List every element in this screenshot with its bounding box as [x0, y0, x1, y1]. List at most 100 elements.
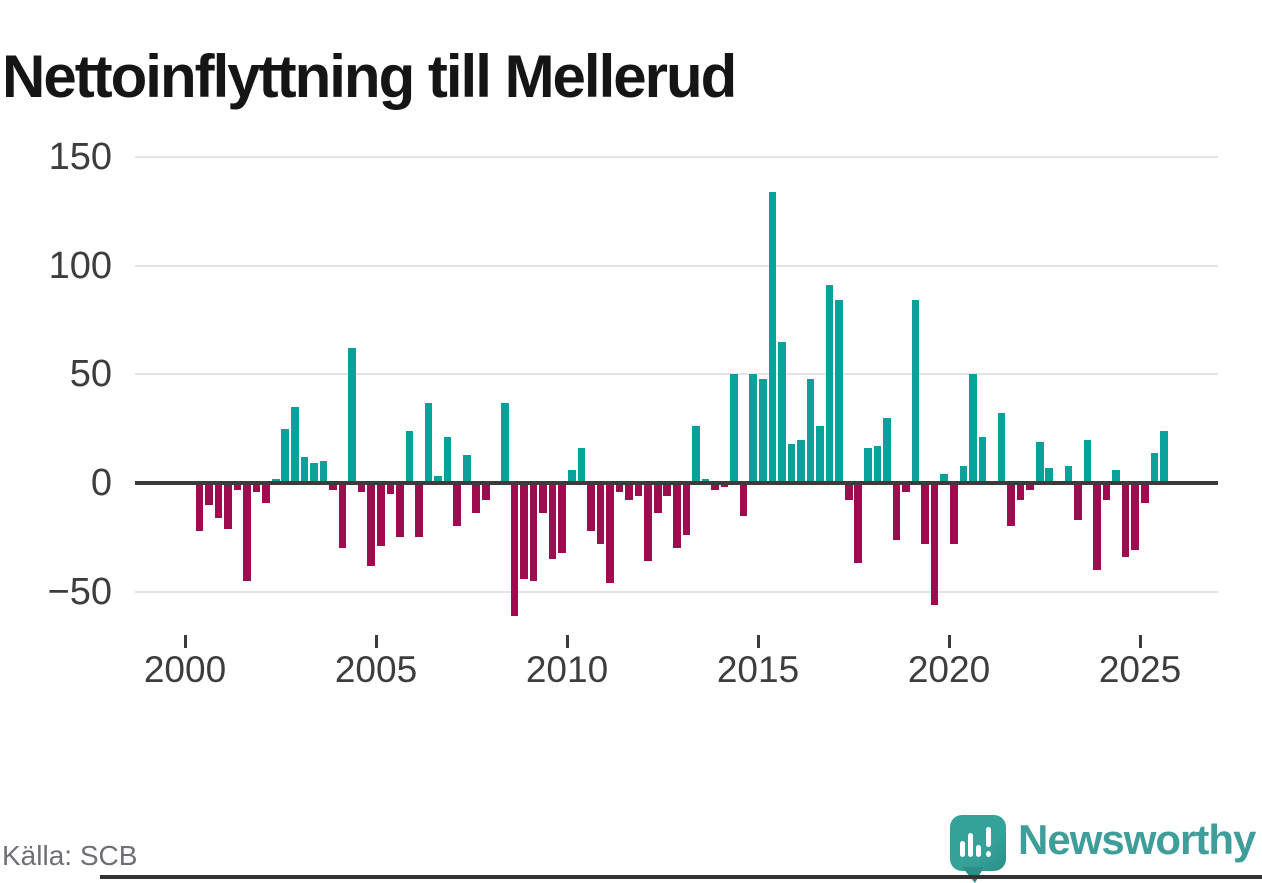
- bottom-strip: [100, 875, 1262, 879]
- x-axis-tick-2010: [565, 635, 569, 648]
- bar-2024-q1: [1102, 483, 1111, 501]
- bar-2008-q3: [510, 483, 519, 616]
- bar-2011-q4: [634, 483, 643, 497]
- logo-bar-icon: [968, 833, 973, 857]
- bar-2016-q3: [816, 426, 824, 483]
- bar-2009-q4: [558, 483, 567, 553]
- x-axis-label-2010: 2010: [525, 649, 609, 690]
- bar-2003-q1: [300, 456, 309, 483]
- source-label: Källa: SCB: [2, 840, 138, 871]
- brand-name: Newsworthy: [1018, 816, 1256, 863]
- bar-2002-q4: [291, 406, 299, 483]
- page-title: Nettoinflyttning till Mellerud: [2, 43, 737, 111]
- bar-2006-q2: [424, 402, 433, 483]
- bar-2014-q4: [749, 374, 758, 483]
- bar-2004-q4: [367, 483, 376, 566]
- bar-2005-q3: [396, 483, 404, 538]
- x-axis-tick-2020: [947, 635, 951, 648]
- bar-2015-q2: [768, 191, 777, 483]
- bar-2024-q2: [1112, 469, 1120, 483]
- bar-2012-q2: [653, 483, 662, 514]
- gridline-100: [135, 264, 1218, 267]
- bar-2013-q3: [701, 478, 710, 483]
- bar-2010-q2: [577, 448, 586, 483]
- bar-2001-q3: [243, 483, 251, 581]
- bar-2024-q4: [1131, 483, 1140, 551]
- bar-2002-q1: [262, 483, 270, 503]
- bar-2017-q3: [854, 483, 863, 564]
- bar-2016-q2: [806, 378, 815, 483]
- bar-2021-q3: [1007, 483, 1015, 527]
- bar-2019-q1: [911, 300, 920, 483]
- gridline-50: [135, 373, 1218, 376]
- bar-2014-q1: [720, 483, 729, 488]
- bar-2007-q2: [462, 454, 471, 483]
- bar-2020-q1: [949, 483, 958, 544]
- bar-2012-q1: [644, 483, 652, 562]
- gridline-−50: [135, 590, 1218, 593]
- bar-2007-q3: [472, 483, 481, 514]
- bar-2005-q2: [386, 483, 395, 494]
- bar-2011-q3: [625, 483, 633, 501]
- bar-2009-q3: [548, 483, 557, 560]
- bar-2001-q4: [252, 483, 261, 492]
- bar-2025-q2: [1150, 452, 1159, 483]
- bar-2020-q4: [978, 437, 987, 483]
- bar-2021-q4: [1016, 483, 1025, 501]
- x-axis-label-2025: 2025: [1098, 649, 1182, 690]
- logo-bar-icon: [960, 841, 965, 857]
- bar-2025-q1: [1140, 483, 1149, 503]
- bar-2000-q2: [195, 483, 204, 531]
- bar-2020-q2: [959, 465, 968, 483]
- x-axis-tick-2000: [183, 635, 187, 648]
- bar-2013-q2: [692, 426, 700, 483]
- bar-2017-q2: [844, 483, 853, 501]
- y-axis-label-0: 0: [90, 462, 112, 504]
- x-axis-tick-2015: [756, 635, 760, 648]
- bar-2019-q3: [930, 483, 939, 605]
- bar-2001-q1: [224, 483, 232, 529]
- bar-2000-q3: [205, 483, 213, 505]
- bar-2000-q4: [214, 483, 223, 518]
- bar-2021-q2: [997, 413, 1006, 483]
- logo-bar-icon: [976, 845, 981, 857]
- bar-2006-q3: [434, 476, 442, 483]
- bar-2025-q3: [1160, 430, 1168, 483]
- bar-2010-q1: [567, 469, 576, 483]
- bar-2017-q1: [835, 300, 843, 483]
- bar-2003-q4: [329, 483, 337, 490]
- bar-2003-q3: [319, 461, 328, 483]
- logo-exclamation-dot-icon: [986, 851, 991, 857]
- x-axis-label-2005: 2005: [334, 649, 418, 690]
- bar-2004-q3: [357, 483, 366, 492]
- bar-2015-q4: [787, 443, 796, 483]
- bar-2024-q3: [1121, 483, 1130, 557]
- bar-2023-q1: [1064, 465, 1073, 483]
- bar-2014-q2: [730, 374, 738, 483]
- y-axis-label-50: 50: [69, 353, 112, 396]
- bar-2007-q4: [482, 483, 490, 501]
- y-axis-label-150: 150: [48, 136, 112, 178]
- bar-2012-q4: [673, 483, 681, 549]
- bar-2019-q2: [921, 483, 929, 544]
- bar-2004-q2: [348, 348, 356, 483]
- bar-2003-q2: [310, 463, 318, 483]
- logo-exclamation-icon: [986, 827, 991, 847]
- bar-2006-q4: [443, 437, 452, 483]
- bar-2004-q1: [338, 483, 347, 549]
- bar-2022-q1: [1026, 483, 1034, 490]
- bar-2007-q1: [453, 483, 461, 527]
- bar-2018-q3: [892, 483, 901, 540]
- bar-2023-q2: [1074, 483, 1082, 520]
- bar-2018-q1: [873, 446, 882, 483]
- bar-2018-q4: [902, 483, 910, 492]
- x-axis-tick-2005: [374, 635, 378, 648]
- bar-2005-q4: [405, 430, 414, 483]
- y-axis-label-100: 100: [48, 244, 112, 287]
- bar-2022-q3: [1045, 467, 1054, 483]
- bar-2015-q3: [778, 341, 786, 483]
- y-axis-label--50: −50: [47, 570, 112, 613]
- speech-bubble-bar-chart-icon: [950, 815, 1006, 871]
- bar-2010-q3: [587, 483, 595, 531]
- bar-2011-q1: [606, 483, 614, 583]
